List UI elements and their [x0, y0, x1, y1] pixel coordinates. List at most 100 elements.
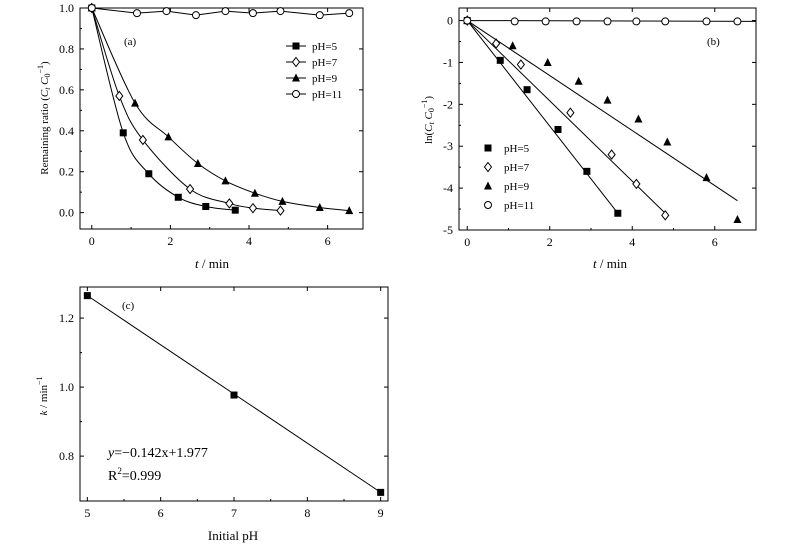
- y-tick-labels: 0.0 0.2 0.4 0.6 0.8 1.0: [59, 1, 363, 220]
- panel-label: (c): [122, 300, 135, 312]
- data-point: [138, 134, 148, 146]
- x-axis-label: t / min: [593, 256, 627, 271]
- data-point: [191, 11, 200, 20]
- data-point: [230, 391, 238, 399]
- x-axis-var: t: [593, 256, 597, 271]
- data-point: [202, 202, 210, 210]
- fit-equation: y=−0.142x+1.977: [106, 446, 208, 461]
- data-point: [733, 17, 742, 26]
- x-tick-labels: 0 2 4 6: [464, 8, 718, 249]
- series-line: [91, 7, 350, 16]
- series-k: [83, 292, 385, 496]
- data-point: [193, 159, 202, 168]
- legend-label: pH=5: [312, 41, 338, 53]
- y-axis-label: Remaining ratio (Ct C0−1): [36, 61, 52, 175]
- data-point: [276, 205, 285, 216]
- series-pH=9: [87, 3, 354, 215]
- x-tick-label: 8: [304, 506, 310, 520]
- equation-body: =−0.142x+1.977: [114, 446, 208, 461]
- data-point: [541, 17, 550, 26]
- y-tick-label: -3: [443, 139, 453, 153]
- y-axis-label: k / min−1: [35, 376, 50, 415]
- legend-item: pH=9: [286, 73, 338, 85]
- data-point: [225, 198, 234, 209]
- data-point: [702, 17, 711, 26]
- legend-item: pH=7: [286, 56, 338, 69]
- legend-marker: [483, 161, 493, 173]
- data-point: [572, 17, 581, 26]
- data-point: [702, 173, 711, 182]
- data-point: [632, 178, 641, 190]
- data-point: [603, 95, 612, 104]
- data-point: [574, 76, 583, 85]
- x-tick-labels: 5 6 7 8 9: [84, 287, 384, 520]
- y-tick-label: 0.2: [59, 165, 74, 179]
- data-point: [603, 17, 612, 26]
- x-axis-unit: min: [607, 256, 628, 271]
- x-tick-label: 6: [325, 234, 331, 248]
- data-point: [248, 202, 258, 214]
- data-point: [583, 167, 591, 175]
- y-tick-label: 0.8: [59, 449, 74, 463]
- x-axis-label: t / min: [195, 256, 229, 271]
- legend-item: pH=7: [483, 161, 530, 174]
- fit-line: [466, 20, 619, 214]
- data-point: [345, 9, 354, 18]
- data-series: [83, 292, 385, 496]
- y-tick-label: 0.6: [59, 83, 74, 97]
- x-tick-labels: 0 2 4 6: [89, 8, 331, 248]
- data-point: [315, 203, 324, 212]
- x-tick-label: 0: [464, 235, 470, 249]
- legend-label: pH=9: [504, 181, 530, 193]
- data-series: [87, 2, 354, 216]
- x-tick-label: 9: [378, 506, 384, 520]
- legend-marker: [292, 73, 300, 82]
- series-line: [91, 7, 281, 212]
- data-point: [663, 137, 672, 146]
- data-point: [377, 488, 385, 496]
- legend: pH=5 pH=7 pH=9 pH=11: [286, 41, 342, 101]
- data-point: [278, 196, 287, 205]
- y-tick-label: 0.8: [59, 42, 74, 56]
- legend-marker: [292, 90, 300, 98]
- data-point: [661, 210, 670, 221]
- series-pH=7: [87, 2, 285, 216]
- legend-label: pH=7: [504, 162, 530, 174]
- panel-a: (a) 0 2 4 6 0.0 0.2 0.4 0.6 0.8 1.0 pH=5 pH=7 pH=9…: [36, 1, 364, 271]
- y-tick-label: -5: [443, 223, 453, 237]
- legend-marker: [484, 144, 492, 152]
- data-point: [634, 114, 643, 123]
- legend-label: pH=5: [504, 143, 530, 155]
- x-tick-label: 2: [547, 235, 553, 249]
- y-tick-label: 0.0: [59, 206, 74, 220]
- legend-marker: [484, 201, 492, 209]
- plot-frame: [79, 7, 364, 230]
- data-point: [733, 215, 742, 224]
- x-axis-sep: /: [199, 256, 209, 271]
- x-axis-label: Initial pH: [208, 528, 258, 543]
- data-point: [119, 129, 127, 137]
- x-tick-label: 4: [629, 235, 635, 249]
- legend-marker: [484, 181, 492, 190]
- plot-frame: [458, 7, 757, 231]
- x-tick-label: 7: [231, 506, 237, 520]
- data-point: [231, 206, 239, 214]
- data-point: [315, 11, 324, 20]
- data-point: [221, 176, 230, 185]
- data-point: [276, 7, 285, 16]
- fit-line: [467, 20, 757, 22]
- data-point: [632, 17, 641, 26]
- data-point: [87, 4, 96, 12]
- data-point: [543, 57, 552, 66]
- y-tick-label: 1.0: [59, 1, 74, 15]
- legend-label: pH=9: [312, 73, 338, 85]
- x-tick-label: 0: [89, 234, 95, 248]
- series-pH=11: [87, 4, 354, 20]
- fit-line: [466, 20, 666, 214]
- x-axis-sep: /: [597, 256, 607, 271]
- series-pH=5: [88, 4, 239, 214]
- series-pH=11: [463, 16, 757, 26]
- data-point: [145, 170, 153, 178]
- y-tick-label: 1.0: [59, 380, 74, 394]
